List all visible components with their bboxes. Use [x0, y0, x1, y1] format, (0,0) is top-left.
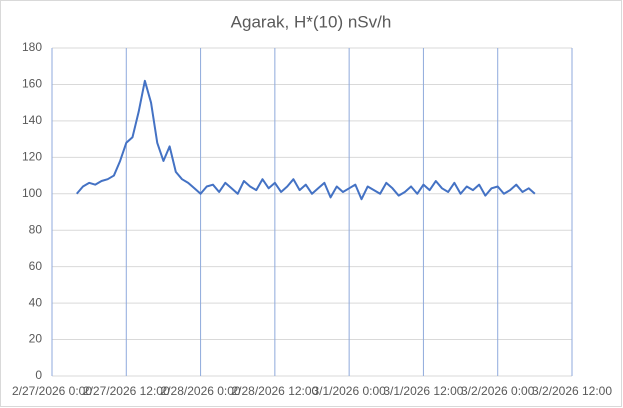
x-tick-label: 3/1/2026 0:00: [312, 384, 386, 398]
x-tick-label: 2/27/2026 0:00: [12, 384, 92, 398]
x-tick-label: 3/1/2026 12:00: [383, 384, 463, 398]
y-tick-label: 120: [22, 150, 42, 164]
y-tick-label: 140: [22, 113, 42, 127]
y-tick-label: 60: [29, 259, 43, 273]
y-tick-label: 20: [29, 332, 43, 346]
y-tick-label: 180: [22, 40, 42, 54]
y-tick-label: 80: [29, 222, 43, 236]
chart-title: Agarak, H*(10) nSv/h: [231, 12, 392, 31]
x-tick-label: 2/28/2026 0:00: [161, 384, 241, 398]
y-tick-label: 40: [29, 295, 43, 309]
y-tick-label: 160: [22, 77, 42, 91]
y-tick-label: 100: [22, 186, 42, 200]
x-tick-label: 2/27/2026 12:00: [83, 384, 170, 398]
x-tick-label: 3/2/2026 0:00: [461, 384, 535, 398]
y-tick-label: 0: [35, 368, 42, 382]
data-line: [75, 79, 536, 201]
x-tick-label: 2/28/2026 12:00: [231, 384, 318, 398]
x-tick-label: 3/2/2026 12:00: [532, 384, 612, 398]
